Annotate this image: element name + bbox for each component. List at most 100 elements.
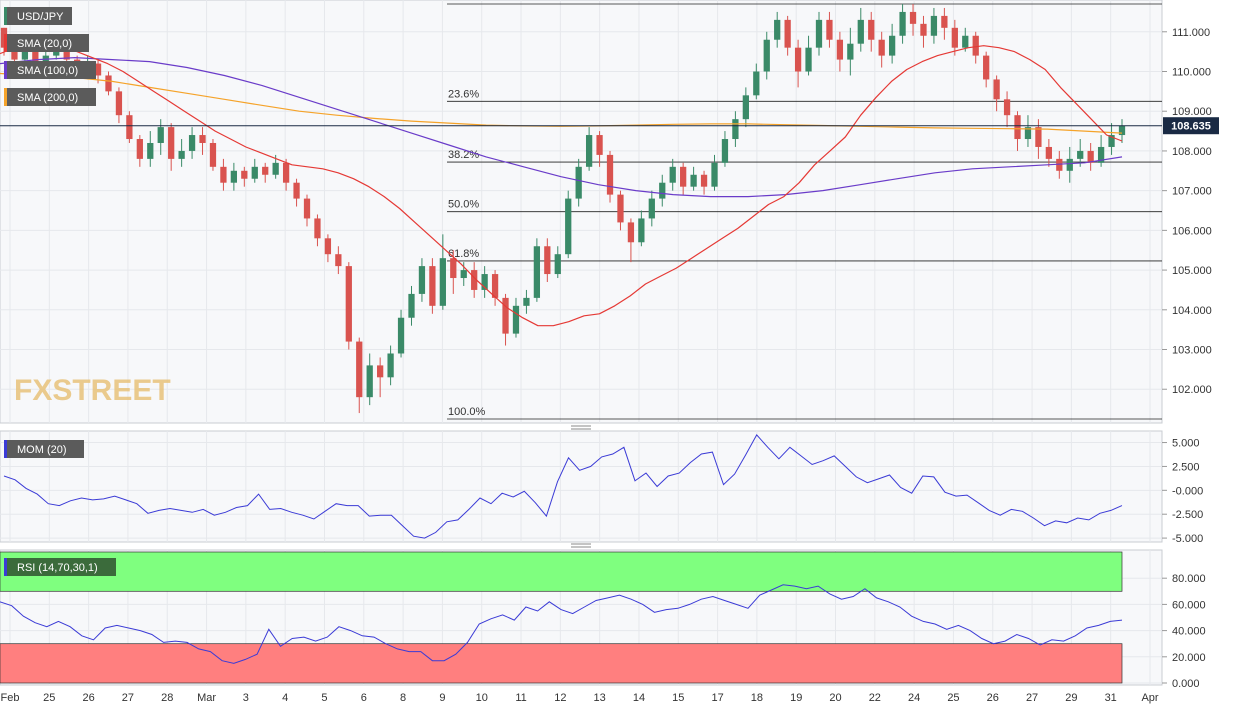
candle-body: [753, 71, 760, 96]
price-tick-label: 106.000: [1172, 225, 1212, 237]
legend-mom[interactable]: MOM (20): [4, 440, 84, 458]
candle-body: [1003, 99, 1011, 116]
candle-body: [105, 75, 112, 92]
candle: [1077, 139, 1084, 167]
candle-body: [1014, 115, 1021, 140]
x-tick-label: 28: [161, 692, 173, 704]
candle: [951, 19, 958, 56]
x-tick-label: 18: [751, 692, 763, 704]
x-tick-label: 19: [790, 692, 802, 704]
candle: [753, 63, 760, 100]
candle: [868, 11, 875, 52]
candle: [533, 238, 541, 302]
candle: [627, 218, 635, 263]
legend-symbol[interactable]: USD/JPY: [4, 7, 72, 25]
candle: [554, 246, 561, 279]
candle-body: [1118, 125, 1126, 136]
candle-body: [366, 365, 373, 398]
candle: [491, 270, 499, 306]
legend-sma20[interactable]: SMA (20,0): [4, 34, 89, 52]
price-tick-label: 105.000: [1172, 265, 1212, 277]
candle-body: [575, 166, 582, 199]
candle: [606, 150, 614, 203]
candle-body: [909, 11, 917, 24]
candle-body: [262, 166, 269, 175]
last-price-marker: 108.635: [0, 117, 1219, 135]
candle: [983, 51, 990, 88]
x-tick-label: Mar: [197, 692, 216, 704]
candle-body: [147, 142, 154, 159]
price-tick-label: 103.000: [1172, 345, 1212, 357]
legend-rsi[interactable]: RSI (14,70,30,1): [4, 558, 116, 576]
panel-resize-handle-1[interactable]: [571, 425, 591, 430]
rsi-line: [0, 584, 1123, 664]
x-tick-label: 20: [829, 692, 841, 704]
candle-body: [439, 258, 446, 306]
candle: [157, 119, 164, 155]
price-tick-label: 107.000: [1172, 186, 1212, 198]
candle-body: [962, 35, 969, 48]
rsi-tick-label: 0.000: [1172, 678, 1200, 690]
candle: [1108, 123, 1115, 155]
candle: [199, 127, 206, 155]
sma100-line: [0, 56, 1123, 198]
candle-body: [220, 166, 227, 183]
panel-resize-handle-2[interactable]: [571, 543, 591, 548]
x-tick-label: 11: [515, 692, 526, 704]
x-tick-label: 25: [43, 692, 55, 704]
candle-body: [126, 115, 133, 140]
mom-panel-bg: [0, 431, 1162, 542]
candle: [324, 234, 332, 263]
sma20-line: [0, 43, 1123, 327]
candle: [1003, 91, 1011, 128]
candle: [930, 7, 938, 44]
mom-line: [3, 434, 1123, 539]
fib-label: 61.8%: [448, 248, 479, 260]
candle-body: [700, 174, 708, 187]
legend-sma100[interactable]: SMA (100,0): [4, 61, 96, 79]
candle: [805, 35, 812, 76]
candle-body: [721, 139, 729, 163]
candle-body: [293, 182, 300, 199]
mom-tick-label: 5.000: [1172, 438, 1200, 450]
candle: [585, 127, 593, 171]
price-tick-label: 104.000: [1172, 305, 1212, 317]
price-tick-label: 110.000: [1172, 67, 1211, 79]
candle: [387, 345, 394, 386]
candle: [178, 139, 185, 167]
candle: [659, 174, 666, 207]
candle: [1087, 142, 1094, 171]
candle-body: [387, 353, 394, 378]
candle-body: [188, 135, 196, 151]
candle-body: [397, 317, 405, 354]
candle-body: [230, 170, 238, 183]
price-tick-label: 102.000: [1172, 384, 1212, 396]
rsi-oversold-zone: [0, 643, 1123, 684]
candle-body: [857, 19, 864, 44]
symbol-label: USD/JPY: [17, 11, 64, 23]
rsi-tick-label: 80.000: [1172, 573, 1206, 585]
candle: [857, 7, 864, 52]
sma20-label: SMA (20,0): [17, 38, 72, 50]
candle-body: [1077, 150, 1084, 159]
candle-body: [993, 79, 1000, 100]
candle: [356, 337, 363, 414]
candle: [115, 87, 123, 124]
mom-tick-label: -5.000: [1172, 533, 1203, 545]
candle: [335, 246, 342, 275]
candle-body: [324, 238, 332, 255]
fib-label: 23.6%: [448, 88, 479, 100]
candle-body: [408, 293, 415, 318]
candle-body: [711, 162, 718, 187]
legend-sma200[interactable]: SMA (200,0): [4, 88, 96, 106]
candle-body: [972, 35, 979, 56]
candle-body: [1024, 127, 1032, 140]
candle-body: [627, 222, 635, 243]
candle: [1045, 139, 1052, 167]
candle: [147, 131, 154, 167]
x-tick-label: 13: [594, 692, 606, 704]
rsi-tick-label: 60.000: [1172, 599, 1206, 611]
candle: [826, 11, 833, 48]
candle-body: [335, 254, 342, 267]
